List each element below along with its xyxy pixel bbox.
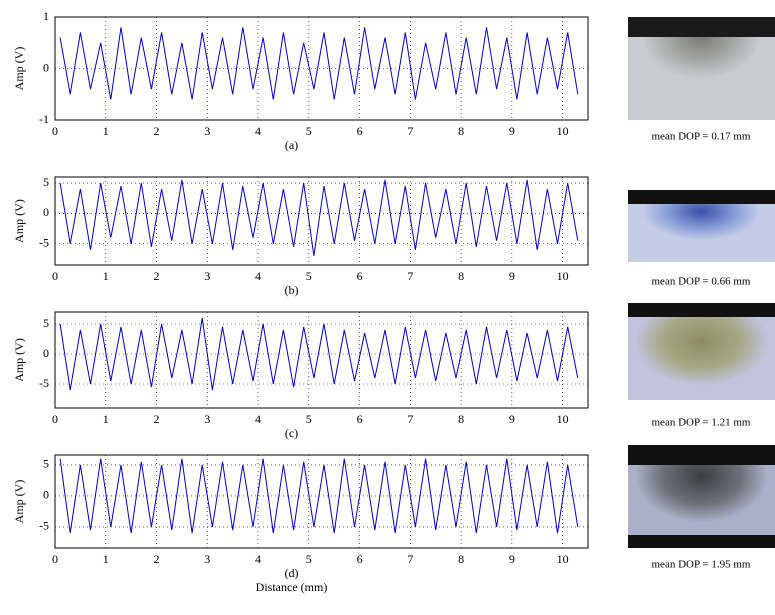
x-tick-label: 8 [458, 552, 464, 566]
micrograph-caption: mean DOP = 0.66 mm [652, 276, 751, 288]
micrograph-b [628, 190, 775, 262]
x-tick-label: 5 [306, 412, 312, 426]
x-tick-label: 5 [306, 552, 312, 566]
x-tick-label: 8 [458, 269, 464, 283]
y-axis-label: Amp (V) [12, 480, 26, 524]
panel-caption: (c) [285, 426, 298, 440]
x-tick-label: 5 [306, 269, 312, 283]
x-tick-label: 1 [103, 412, 109, 426]
y-tick-label: 0 [43, 60, 49, 74]
x-tick-label: 7 [407, 124, 413, 138]
x-tick-label: 10 [557, 552, 569, 566]
x-tick-label: 10 [557, 269, 569, 283]
x-tick-label: 7 [407, 269, 413, 283]
signal-line [59, 458, 579, 534]
x-tick-label: 2 [154, 552, 160, 566]
x-tick-label: 1 [103, 124, 109, 138]
y-tick-label: 5 [43, 457, 49, 471]
y-tick-label: 0 [43, 205, 49, 219]
x-tick-label: 6 [357, 124, 363, 138]
x-tick-label: 1 [103, 269, 109, 283]
x-tick-label: 4 [255, 552, 261, 566]
x-tick-label: 2 [154, 269, 160, 283]
x-tick-label: 9 [509, 124, 515, 138]
y-tick-label: -1 [39, 112, 49, 126]
panel-caption: (b) [285, 283, 299, 297]
x-tick-label: 3 [204, 552, 210, 566]
plot-frame [54, 311, 589, 409]
x-tick-label: 7 [407, 552, 413, 566]
x-tick-label: 4 [255, 269, 261, 283]
x-tick-label: 0 [52, 269, 58, 283]
panel-caption: (d) [285, 566, 299, 580]
y-tick-label: -5 [39, 519, 49, 533]
x-tick-label: 0 [52, 412, 58, 426]
x-tick-label: 10 [557, 412, 569, 426]
y-tick-label: -5 [39, 376, 49, 390]
y-axis-label: Amp (V) [12, 338, 26, 382]
x-tick-label: 9 [509, 412, 515, 426]
x-tick-label: 5 [306, 124, 312, 138]
signal-line [59, 27, 579, 100]
y-tick-label: 1 [43, 9, 49, 23]
x-tick-label: 2 [154, 412, 160, 426]
panel-caption: (a) [285, 138, 298, 152]
x-tick-label: 2 [154, 124, 160, 138]
x-tick-label: 3 [204, 412, 210, 426]
plot-area [55, 177, 588, 265]
x-tick-label: 8 [458, 124, 464, 138]
micrograph-c [628, 303, 775, 400]
signal-line [59, 317, 579, 391]
x-tick-label: 3 [204, 124, 210, 138]
y-tick-label: -5 [39, 236, 49, 250]
x-tick-label: 4 [255, 124, 261, 138]
signal-line [59, 179, 579, 256]
y-axis-label: Amp (V) [12, 47, 26, 91]
micrograph-caption: mean DOP = 1.21 mm [652, 417, 751, 429]
micrograph-caption: mean DOP = 1.95 mm [652, 559, 751, 571]
x-tick-label: 0 [52, 124, 58, 138]
x-tick-label: 10 [557, 124, 569, 138]
plot-area [55, 455, 588, 548]
x-axis-label: Distance (mm) [256, 580, 328, 594]
y-tick-label: 5 [43, 316, 49, 330]
plot-area [55, 312, 588, 408]
x-tick-label: 6 [357, 552, 363, 566]
x-tick-label: 4 [255, 412, 261, 426]
plot-frame [54, 176, 589, 266]
micrograph-a [628, 17, 775, 120]
micrograph-caption: mean DOP = 0.17 mm [652, 131, 751, 143]
x-tick-label: 9 [509, 552, 515, 566]
y-tick-label: 0 [43, 346, 49, 360]
plot-frame [54, 16, 589, 121]
x-tick-label: 6 [357, 412, 363, 426]
x-tick-label: 3 [204, 269, 210, 283]
y-axis-label: Amp (V) [12, 199, 26, 243]
x-tick-label: 6 [357, 269, 363, 283]
plot-frame [54, 454, 589, 549]
y-tick-label: 0 [43, 488, 49, 502]
x-tick-label: 9 [509, 269, 515, 283]
y-tick-label: 5 [43, 175, 49, 189]
plot-area [55, 17, 588, 120]
x-tick-label: 7 [407, 412, 413, 426]
x-tick-label: 1 [103, 552, 109, 566]
x-tick-label: 0 [52, 552, 58, 566]
x-tick-label: 8 [458, 412, 464, 426]
micrograph-d [628, 445, 775, 548]
